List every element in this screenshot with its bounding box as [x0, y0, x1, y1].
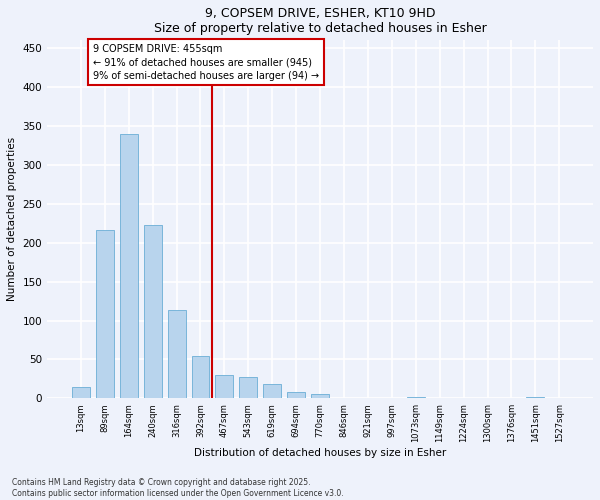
Text: Contains HM Land Registry data © Crown copyright and database right 2025.
Contai: Contains HM Land Registry data © Crown c… — [12, 478, 344, 498]
X-axis label: Distribution of detached houses by size in Esher: Distribution of detached houses by size … — [194, 448, 446, 458]
Title: 9, COPSEM DRIVE, ESHER, KT10 9HD
Size of property relative to detached houses in: 9, COPSEM DRIVE, ESHER, KT10 9HD Size of… — [154, 7, 487, 35]
Bar — [215, 375, 233, 398]
Bar — [120, 134, 138, 398]
Bar — [526, 397, 544, 398]
Bar — [239, 378, 257, 398]
Bar — [143, 225, 161, 398]
Bar — [407, 397, 425, 398]
Bar — [263, 384, 281, 398]
Bar — [96, 230, 114, 398]
Text: 9 COPSEM DRIVE: 455sqm
← 91% of detached houses are smaller (945)
9% of semi-det: 9 COPSEM DRIVE: 455sqm ← 91% of detached… — [93, 44, 319, 80]
Bar — [191, 356, 209, 399]
Bar — [287, 392, 305, 398]
Bar — [72, 386, 90, 398]
Bar — [167, 310, 185, 398]
Y-axis label: Number of detached properties: Number of detached properties — [7, 138, 17, 302]
Bar — [311, 394, 329, 398]
